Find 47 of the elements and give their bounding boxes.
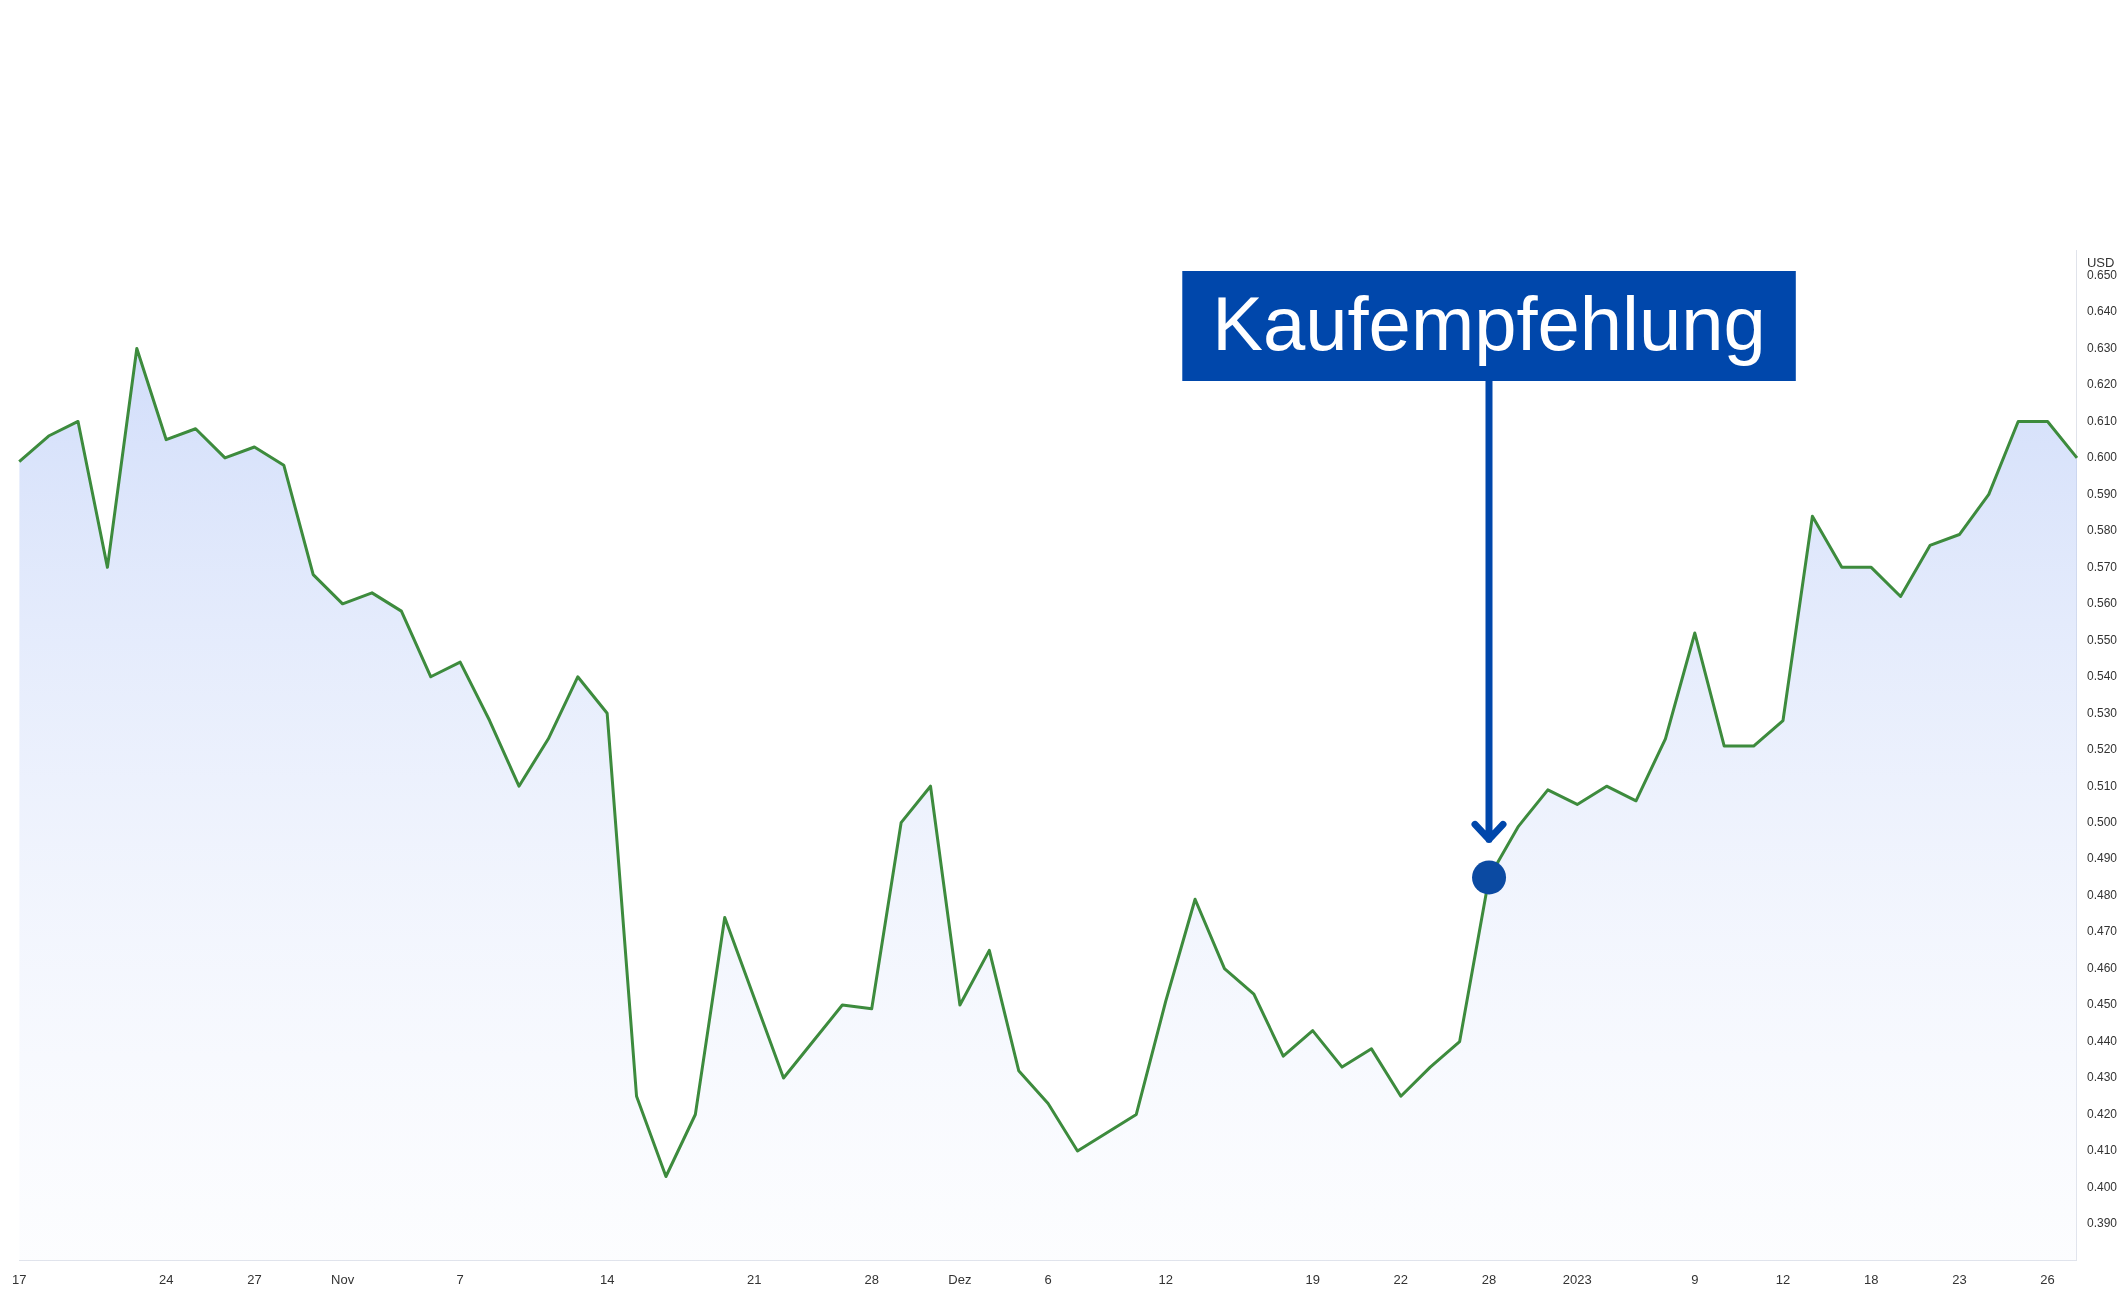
y-tick-label: 0.420 <box>2086 1106 2118 1121</box>
x-tick-label: 17 <box>12 1271 27 1287</box>
y-tick-label: 0.620 <box>2086 377 2118 392</box>
y-tick-label: 0.400 <box>2086 1179 2118 1194</box>
x-tick-label: 28 <box>1481 1271 1497 1287</box>
y-tick-label: 0.520 <box>2086 742 2118 757</box>
x-tick-label: Nov <box>331 1271 355 1287</box>
x-tick-label: 2023 <box>1562 1271 1592 1287</box>
x-tick-label: 9 <box>1691 1271 1699 1287</box>
x-tick-label: 21 <box>746 1271 762 1287</box>
y-tick-label: 0.450 <box>2086 997 2118 1012</box>
x-tick-label: 18 <box>1863 1271 1879 1287</box>
y-tick-label: 0.440 <box>2086 1033 2118 1048</box>
y-tick-label: 0.390 <box>2086 1216 2118 1231</box>
x-tick-label: 27 <box>247 1271 262 1287</box>
x-tick-label: 23 <box>1952 1271 1967 1287</box>
y-tick-label: 0.410 <box>2086 1143 2118 1158</box>
y-tick-label: 0.550 <box>2086 632 2118 647</box>
y-tick-label: 0.490 <box>2086 851 2118 866</box>
annotation: Kaufempfehlung <box>1212 280 1766 366</box>
y-tick-label: 0.500 <box>2086 814 2118 829</box>
y-tick-label: 0.460 <box>2086 960 2118 975</box>
y-tick-label: 0.430 <box>2086 1070 2118 1085</box>
y-tick-label: 0.610 <box>2086 413 2118 428</box>
x-tick-label: 26 <box>2040 1271 2055 1287</box>
y-tick-label: 0.510 <box>2086 778 2118 793</box>
y-tick-label: 0.600 <box>2086 450 2118 465</box>
x-tick-label: 22 <box>1393 1271 1409 1287</box>
x-tick-label: 28 <box>864 1271 879 1287</box>
y-tick-label: 0.540 <box>2086 669 2118 684</box>
x-tick-label: 24 <box>158 1271 174 1287</box>
y-tick-label: 0.560 <box>2086 596 2118 611</box>
y-tick-label: 0.580 <box>2086 523 2118 538</box>
x-tick-label: 12 <box>1158 1271 1173 1287</box>
x-tick-label: 7 <box>456 1271 464 1287</box>
x-tick-label: 14 <box>599 1271 615 1287</box>
y-tick-label: 0.590 <box>2086 486 2118 501</box>
y-tick-label: 0.470 <box>2086 924 2118 939</box>
x-tick-label: 19 <box>1305 1271 1320 1287</box>
y-tick-label: 0.530 <box>2086 705 2118 720</box>
y-tick-label: 0.640 <box>2086 304 2118 319</box>
x-tick-label: 6 <box>1044 1271 1052 1287</box>
x-tick-label: 12 <box>1775 1271 1791 1287</box>
y-tick-label: 0.630 <box>2086 340 2118 355</box>
y-tick-label: 0.480 <box>2086 887 2118 902</box>
x-tick-label: Dez <box>948 1271 972 1287</box>
y-tick-label: 0.570 <box>2086 559 2118 574</box>
